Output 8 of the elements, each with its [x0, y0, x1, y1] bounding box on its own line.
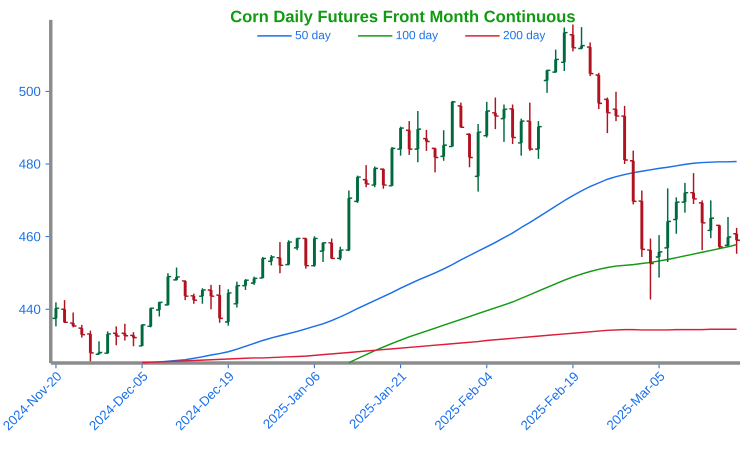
- y-tick-label: 500: [19, 86, 40, 96]
- y-tick-label: 460: [19, 232, 40, 242]
- y-tick-label: 480: [19, 159, 40, 169]
- legend-label: 50 day: [296, 30, 331, 42]
- y-tick-label: 440: [19, 304, 40, 314]
- legend-label: 100 day: [396, 30, 438, 42]
- chart-title: Corn Daily Futures Front Month Continuous: [230, 10, 575, 26]
- legend-label: 200 day: [504, 30, 546, 42]
